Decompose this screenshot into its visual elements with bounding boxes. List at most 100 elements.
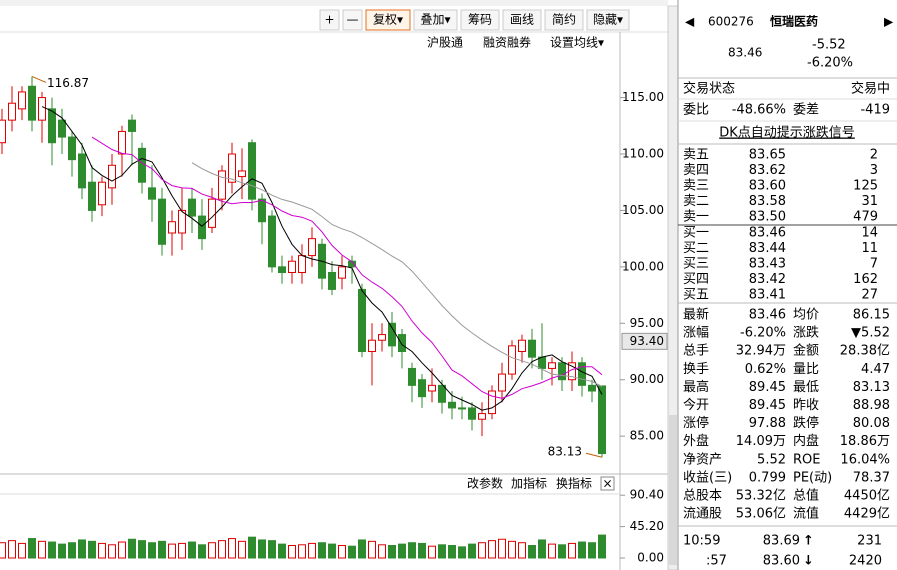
book-label: 买一 [683, 226, 709, 241]
toolbar-button[interactable] [319, 9, 340, 31]
candle-body [308, 238, 316, 257]
book-volume: 125 [853, 179, 878, 194]
candle-body [0, 119, 6, 144]
toolbar-link[interactable]: 沪股通 [427, 36, 463, 50]
candle-body [18, 91, 26, 110]
toolbar-button-label[interactable]: 复权▾ [373, 13, 403, 27]
toolbar-button[interactable] [502, 9, 542, 31]
volume-bar [348, 545, 356, 559]
book-label: 买三 [683, 257, 709, 272]
toolbar-button-label[interactable]: 简约 [552, 12, 576, 27]
tick-time: :57 [706, 554, 727, 569]
toolbar-button-label[interactable]: 筹码 [468, 13, 492, 27]
book-price: 83.50 [749, 210, 786, 225]
indicator-button[interactable]: 换指标 [556, 476, 592, 491]
prev-arrow[interactable]: ◀ [685, 15, 695, 29]
book-price: 83.44 [749, 241, 786, 256]
volume-bar [228, 538, 236, 559]
toolbar-button[interactable] [365, 9, 411, 31]
toolbar-button[interactable] [342, 9, 363, 31]
y-tick-label: 100.00 [622, 259, 664, 273]
toolbar-button-label[interactable]: 叠加▾ [420, 13, 450, 27]
toolbar-link[interactable]: 设置均线▾ [550, 36, 604, 50]
volume-bar [358, 539, 366, 559]
stat-value: 83.13 [853, 380, 890, 395]
volume-bar [508, 540, 516, 559]
candle-body [478, 413, 486, 420]
volume-bar [128, 538, 136, 559]
volume-bar [248, 536, 256, 559]
stat-label: 跌停 [793, 415, 819, 431]
volume-bar [68, 542, 76, 559]
toolbar-button-label[interactable]: — [347, 13, 359, 27]
toolbar-button-label[interactable]: 隐藏▾ [593, 13, 623, 27]
volume-bar [428, 545, 436, 559]
close-button[interactable]: × [602, 477, 612, 491]
stock-code: 600276 [708, 15, 754, 29]
volume-bar [568, 542, 576, 559]
ratio-label: 委比 [683, 103, 709, 118]
tick-volume: 2420 [849, 554, 882, 569]
close-box[interactable] [600, 476, 615, 491]
toolbar-link[interactable]: 融资融券 [483, 35, 531, 50]
toolbar-button-label[interactable]: + [324, 13, 334, 27]
volume-bar [28, 538, 36, 559]
y-tick-label: 110.00 [622, 147, 664, 161]
candle-body [208, 198, 216, 228]
toolbar-button[interactable] [413, 9, 458, 31]
tick-arrow: ↓ [803, 554, 814, 569]
candle-body [278, 266, 286, 274]
last-price: 83.46 [728, 46, 762, 60]
candle-body [498, 373, 506, 392]
candle-body [298, 255, 306, 273]
volume-bar [308, 542, 316, 559]
toolbar-button[interactable] [460, 9, 500, 31]
candle-body [538, 356, 546, 369]
stat-label: 涨停 [683, 415, 709, 431]
volume-bar [468, 543, 476, 559]
toolbar-button-label[interactable]: 画线 [510, 13, 534, 27]
volume-tick-label: 45.20 [630, 519, 664, 533]
book-price: 83.42 [749, 272, 786, 287]
candle-body [198, 215, 206, 240]
candle-body [288, 260, 296, 274]
y-tick-label: 95.00 [630, 316, 664, 330]
candle-body [8, 102, 16, 121]
toolbar-button[interactable] [544, 9, 584, 31]
book-label: 卖四 [683, 163, 709, 178]
tick-volume: 231 [857, 534, 882, 549]
stat-label: 最新 [683, 307, 709, 323]
toolbar-button[interactable] [586, 9, 630, 31]
indicator-button[interactable]: 改参数 [467, 476, 503, 491]
status: 交易中 [851, 81, 890, 97]
moving-average [91, 136, 603, 399]
cursor-tag [621, 332, 668, 350]
candle-body [38, 97, 46, 121]
stat-value: 78.37 [853, 470, 890, 485]
candle-body [178, 209, 186, 234]
volume-bar [338, 545, 346, 559]
low-pointer [585, 452, 603, 458]
signal-link[interactable]: DK点自动提示涨跌信号 [719, 125, 855, 141]
indicator-button[interactable]: 加指标 [511, 476, 547, 491]
stat-value: 0.62% [745, 362, 786, 377]
stat-label: ROE [793, 452, 820, 467]
scrollbar-thumb[interactable] [669, 415, 677, 565]
low-label: 83.13 [548, 445, 582, 459]
tick-price: 83.60 [763, 554, 800, 569]
stat-value: 97.88 [749, 416, 786, 431]
volume-bar [418, 542, 426, 559]
next-arrow[interactable]: ▶ [884, 15, 894, 29]
volume-bar [118, 541, 126, 559]
moving-average [41, 106, 603, 411]
candle-body [588, 384, 596, 392]
book-price: 83.43 [749, 257, 786, 272]
volume-bar [518, 542, 526, 559]
volume-bar [458, 546, 466, 559]
volume-bar [328, 543, 336, 559]
candle-body [68, 136, 76, 161]
candle-body [328, 272, 336, 290]
volume-bar [18, 542, 26, 559]
volume-bar [258, 539, 266, 559]
